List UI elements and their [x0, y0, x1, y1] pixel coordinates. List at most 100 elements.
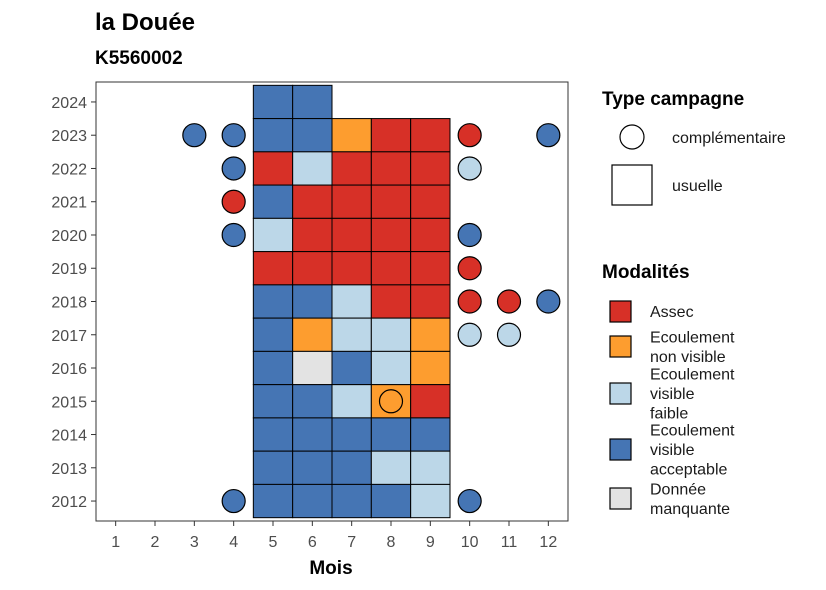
tile-2013-9 — [410, 450, 451, 485]
tile-2012-9 — [410, 483, 451, 519]
point-2018-10 — [457, 289, 482, 314]
tile-2023-7 — [331, 118, 372, 153]
legend-label-3-1: visible — [650, 442, 695, 459]
y-tick-label-2016: 2016 — [51, 361, 87, 378]
legend-label-2-1: visible — [650, 386, 695, 403]
legend-label-3-0: Ecoulement — [650, 423, 735, 440]
y-tick-label-2024: 2024 — [51, 95, 87, 112]
y-axis: 2012 2013 2014 2015 2016 2017 2018 2019 2020 2021… — [51, 95, 96, 511]
x-tick-label-9: 9 — [426, 534, 435, 551]
legend-type-label-usuelle: usuelle — [672, 178, 723, 195]
legend-circle-key — [619, 124, 645, 150]
tile-2024-5 — [252, 84, 294, 120]
tile-2021-9 — [410, 184, 451, 219]
tile-2021-6 — [292, 184, 333, 219]
x-tick-label-8: 8 — [387, 534, 396, 551]
point-2015-8 — [378, 389, 404, 414]
legend-label-2-2: faible — [650, 406, 688, 423]
point-2022-10 — [457, 156, 482, 181]
tile-2018-8 — [370, 284, 412, 319]
point-2022-4 — [221, 156, 246, 181]
legend-label-0-0: Assec — [650, 304, 694, 321]
x-tick-label-1: 1 — [111, 534, 120, 551]
tile-2015-6 — [292, 384, 333, 419]
tile-2018-5 — [252, 284, 294, 319]
tile-2015-9 — [410, 384, 451, 419]
tile-2023-9 — [410, 118, 451, 153]
y-tick-label-2022: 2022 — [51, 161, 87, 178]
usuelle-tiles — [252, 84, 451, 519]
tile-2018-6 — [292, 284, 333, 319]
tile-2022-8 — [370, 151, 412, 186]
tile-2017-8 — [370, 317, 412, 352]
tile-2021-8 — [370, 184, 412, 219]
point-2023-12 — [536, 123, 561, 148]
point-2012-10 — [457, 488, 482, 514]
legend-modalites-title: Modalités — [602, 262, 690, 283]
legend-key-3 — [609, 438, 632, 461]
tile-2020-9 — [410, 217, 451, 253]
tile-2016-6 — [292, 350, 333, 386]
tile-2013-7 — [331, 450, 372, 485]
tile-2012-8 — [370, 483, 412, 519]
tile-2016-8 — [370, 350, 412, 386]
tile-2018-9 — [410, 284, 451, 319]
x-tick-label-6: 6 — [308, 534, 317, 551]
legend-label-3-2: acceptable — [650, 462, 727, 479]
tile-2016-9 — [410, 350, 451, 386]
legend-square-key — [611, 164, 653, 206]
y-tick-label-2013: 2013 — [51, 461, 87, 478]
point-2023-10 — [457, 123, 482, 148]
tile-2020-7 — [331, 217, 372, 253]
x-tick-label-12: 12 — [539, 534, 557, 551]
complementaire-points — [182, 123, 561, 514]
y-tick-label-2014: 2014 — [51, 428, 87, 445]
tile-2013-6 — [292, 450, 333, 485]
tile-2014-8 — [370, 417, 412, 452]
tile-2019-6 — [292, 251, 333, 286]
tile-2017-9 — [410, 317, 451, 352]
tile-2022-7 — [331, 151, 372, 186]
x-tick-label-2: 2 — [151, 534, 160, 551]
point-2012-4 — [221, 488, 246, 514]
y-tick-label-2020: 2020 — [51, 228, 87, 245]
point-2019-10 — [457, 256, 482, 281]
x-tick-label-5: 5 — [269, 534, 278, 551]
tile-2023-5 — [252, 118, 294, 153]
tile-2021-5 — [252, 184, 294, 219]
legend-type-label-complementaire: complémentaire — [672, 130, 786, 147]
tile-2022-5 — [252, 151, 294, 186]
x-axis: 1 2 3 4 5 6 7 8 9 10 11 12 — [111, 521, 557, 551]
tile-2014-6 — [292, 417, 333, 452]
point-2017-11 — [496, 322, 522, 347]
x-tick-label-4: 4 — [229, 534, 238, 551]
tile-2023-8 — [370, 118, 412, 153]
x-tick-label-3: 3 — [190, 534, 199, 551]
tile-2013-8 — [370, 450, 412, 485]
y-tick-label-2018: 2018 — [51, 295, 87, 312]
point-2020-10 — [457, 222, 482, 248]
legend-key-2 — [609, 382, 632, 405]
chart-subtitle: K5560002 — [95, 48, 183, 69]
y-tick-label-2012: 2012 — [51, 494, 87, 511]
point-2017-10 — [457, 322, 482, 347]
point-2018-11 — [496, 289, 522, 314]
tile-2017-6 — [292, 317, 333, 352]
point-2020-4 — [221, 222, 246, 248]
tile-2015-5 — [252, 384, 294, 419]
x-axis-title: Mois — [309, 558, 352, 579]
tile-2014-9 — [410, 417, 451, 452]
legend-key-0 — [609, 300, 632, 323]
tile-2019-9 — [410, 251, 451, 286]
tile-2019-7 — [331, 251, 372, 286]
tile-2020-8 — [370, 217, 412, 253]
x-tick-label-10: 10 — [461, 534, 479, 551]
point-2021-4 — [221, 189, 246, 214]
tile-2016-5 — [252, 350, 294, 386]
tile-2024-6 — [292, 84, 333, 120]
tile-2014-5 — [252, 417, 294, 452]
tile-2015-7 — [331, 384, 372, 419]
tile-2022-9 — [410, 151, 451, 186]
tile-2014-7 — [331, 417, 372, 452]
